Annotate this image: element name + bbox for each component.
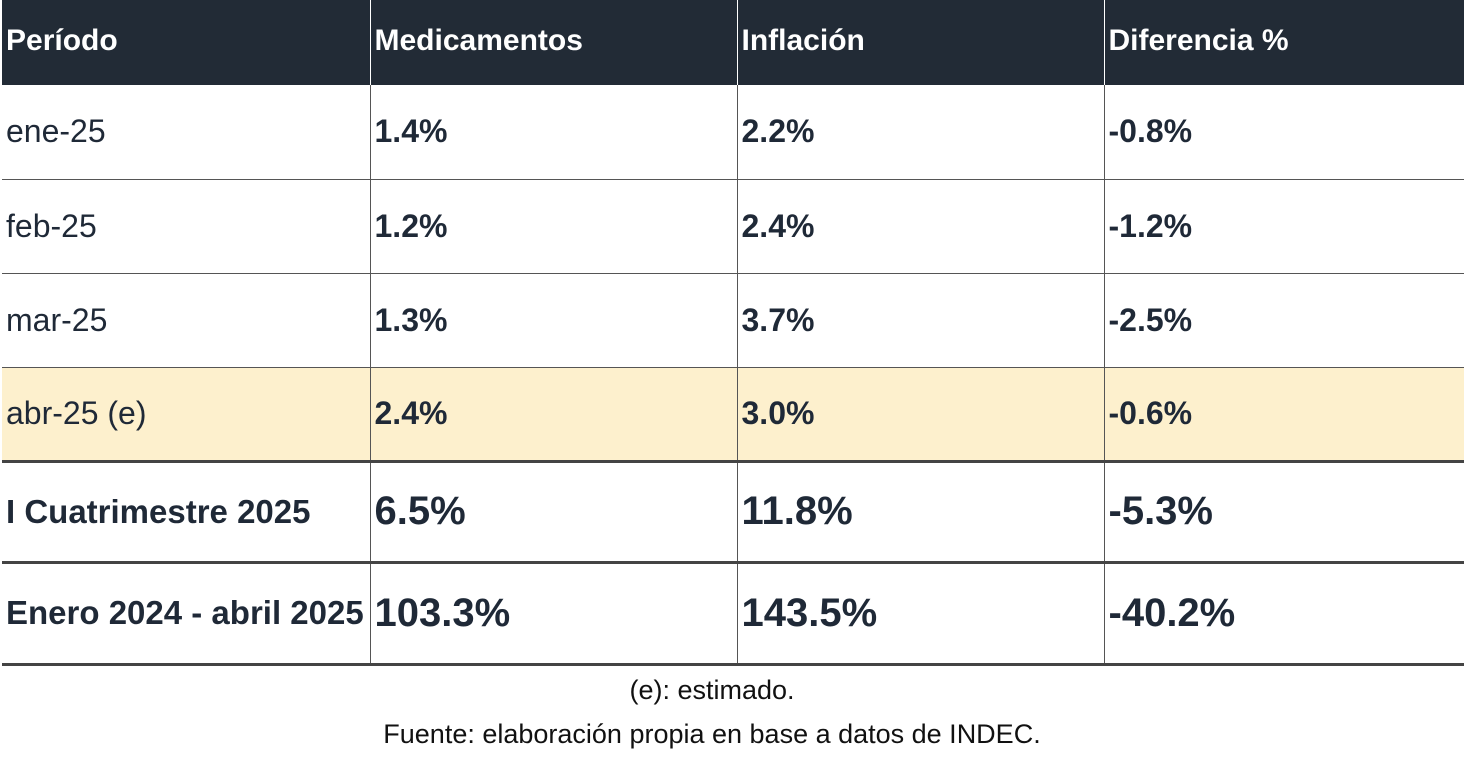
total-row-acumulado: Enero 2024 - abril 2025 103.3% 143.5% -4…: [2, 562, 1464, 666]
cell-period: mar-25: [2, 273, 370, 368]
cell-medicamentos: 6.5%: [369, 461, 737, 564]
cell-diferencia: -2.5%: [1103, 273, 1464, 368]
cell-diferencia: -1.2%: [1103, 179, 1464, 274]
cell-inflacion: 3.0%: [736, 367, 1104, 463]
cell-period: Enero 2024 - abril 2025: [2, 562, 370, 666]
cell-inflacion: 3.7%: [736, 273, 1104, 368]
header-periodo: Período: [2, 0, 370, 85]
cell-inflacion: 143.5%: [736, 562, 1104, 666]
cell-period: abr-25 (e): [2, 367, 370, 463]
comparison-table: Período Medicamentos Inflación Diferenci…: [2, 0, 1464, 666]
header-diferencia: Diferencia %: [1103, 0, 1464, 85]
cell-diferencia: -40.2%: [1103, 562, 1464, 666]
cell-inflacion: 2.2%: [736, 85, 1104, 180]
table-row: feb-25 1.2% 2.4% -1.2%: [2, 179, 1464, 274]
cell-diferencia: -5.3%: [1103, 461, 1464, 564]
cell-period: I Cuatrimestre 2025: [2, 461, 370, 564]
cell-medicamentos: 103.3%: [369, 562, 737, 666]
header-row: Período Medicamentos Inflación Diferenci…: [2, 0, 1464, 85]
cell-inflacion: 2.4%: [736, 179, 1104, 274]
table-row: mar-25 1.3% 3.7% -2.5%: [2, 273, 1464, 368]
table-row: ene-25 1.4% 2.2% -0.8%: [2, 85, 1464, 180]
cell-medicamentos: 1.4%: [369, 85, 737, 180]
estimate-note: (e): estimado.: [629, 675, 795, 705]
table-notes: (e): estimado. Fuente: elaboración propi…: [0, 668, 1424, 756]
table-row-highlighted: abr-25 (e) 2.4% 3.0% -0.6%: [2, 367, 1464, 463]
cell-diferencia: -0.8%: [1103, 85, 1464, 180]
cell-period: ene-25: [2, 85, 370, 180]
cell-medicamentos: 2.4%: [369, 367, 737, 463]
cell-period: feb-25: [2, 179, 370, 274]
cell-medicamentos: 1.2%: [369, 179, 737, 274]
cell-inflacion: 11.8%: [736, 461, 1104, 564]
cell-diferencia: -0.6%: [1103, 367, 1464, 463]
source-note: Fuente: elaboración propia en base a dat…: [383, 719, 1041, 749]
cell-medicamentos: 1.3%: [369, 273, 737, 368]
header-inflacion: Inflación: [736, 0, 1104, 85]
total-row-cuatrimestre: I Cuatrimestre 2025 6.5% 11.8% -5.3%: [2, 461, 1464, 564]
header-medicamentos: Medicamentos: [369, 0, 737, 85]
